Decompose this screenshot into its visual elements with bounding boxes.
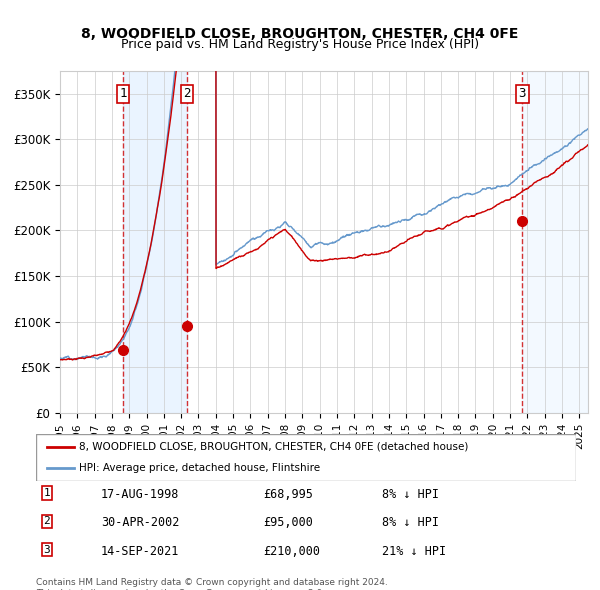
Text: 30-APR-2002: 30-APR-2002 [101,516,179,529]
Text: 2: 2 [43,516,50,526]
Bar [123,71,187,413]
Text: Contains HM Land Registry data © Crown copyright and database right 2024.
This d: Contains HM Land Registry data © Crown c… [36,578,388,590]
Text: £210,000: £210,000 [263,545,320,558]
Bar [523,71,588,413]
Text: £95,000: £95,000 [263,516,313,529]
Text: 3: 3 [43,545,50,555]
Text: HPI: Average price, detached house, Flintshire: HPI: Average price, detached house, Flin… [79,463,320,473]
Text: 2: 2 [183,87,191,100]
Text: 1: 1 [43,488,50,498]
Text: 8, WOODFIELD CLOSE, BROUGHTON, CHESTER, CH4 0FE (detached house): 8, WOODFIELD CLOSE, BROUGHTON, CHESTER, … [79,442,469,452]
Text: Price paid vs. HM Land Registry's House Price Index (HPI): Price paid vs. HM Land Registry's House … [121,38,479,51]
Text: £68,995: £68,995 [263,488,313,501]
Text: 3: 3 [518,87,526,100]
Text: 14-SEP-2021: 14-SEP-2021 [101,545,179,558]
Text: 8% ↓ HPI: 8% ↓ HPI [382,516,439,529]
FancyBboxPatch shape [36,434,576,481]
Text: 21% ↓ HPI: 21% ↓ HPI [382,545,446,558]
Text: 8, WOODFIELD CLOSE, BROUGHTON, CHESTER, CH4 0FE: 8, WOODFIELD CLOSE, BROUGHTON, CHESTER, … [82,27,518,41]
Text: 1: 1 [119,87,127,100]
Text: 17-AUG-1998: 17-AUG-1998 [101,488,179,501]
Text: 8% ↓ HPI: 8% ↓ HPI [382,488,439,501]
